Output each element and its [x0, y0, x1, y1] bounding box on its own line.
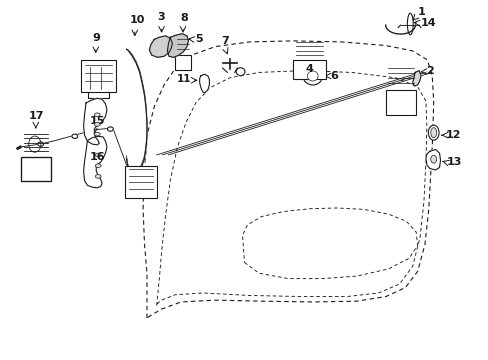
Text: 3: 3 — [158, 12, 165, 22]
Ellipse shape — [94, 132, 100, 136]
Text: 6: 6 — [329, 71, 337, 81]
Ellipse shape — [94, 123, 100, 126]
Ellipse shape — [95, 175, 101, 178]
FancyBboxPatch shape — [81, 60, 116, 92]
Circle shape — [38, 142, 43, 146]
FancyBboxPatch shape — [125, 166, 157, 198]
Text: 5: 5 — [194, 34, 202, 44]
Polygon shape — [167, 34, 188, 57]
Text: 14: 14 — [420, 18, 436, 28]
Ellipse shape — [95, 164, 101, 167]
Text: 16: 16 — [89, 152, 105, 162]
Ellipse shape — [307, 71, 318, 81]
Circle shape — [107, 127, 113, 131]
FancyBboxPatch shape — [175, 55, 190, 70]
Text: 4: 4 — [305, 64, 313, 74]
Polygon shape — [149, 36, 172, 57]
Circle shape — [72, 134, 78, 138]
Polygon shape — [83, 98, 107, 145]
Text: 8: 8 — [180, 13, 187, 23]
Text: 17: 17 — [29, 111, 44, 121]
Ellipse shape — [430, 155, 436, 163]
Text: 12: 12 — [445, 130, 461, 140]
Ellipse shape — [427, 125, 438, 140]
Text: 7: 7 — [221, 36, 228, 46]
Ellipse shape — [95, 153, 101, 157]
Ellipse shape — [407, 13, 412, 35]
Ellipse shape — [94, 113, 100, 117]
Text: 15: 15 — [89, 116, 104, 126]
Ellipse shape — [303, 67, 322, 85]
Polygon shape — [83, 136, 107, 188]
Ellipse shape — [430, 128, 436, 138]
FancyBboxPatch shape — [293, 60, 326, 78]
Polygon shape — [412, 71, 420, 86]
Text: 10: 10 — [130, 15, 145, 25]
Text: 2: 2 — [425, 66, 433, 76]
Ellipse shape — [236, 68, 244, 76]
FancyBboxPatch shape — [385, 90, 415, 115]
Text: 9: 9 — [92, 33, 100, 43]
FancyBboxPatch shape — [21, 157, 51, 181]
Polygon shape — [126, 49, 147, 177]
Polygon shape — [425, 149, 440, 170]
Text: 1: 1 — [417, 7, 425, 17]
Text: 11: 11 — [177, 75, 191, 85]
Text: 13: 13 — [446, 157, 461, 167]
Polygon shape — [199, 74, 209, 93]
